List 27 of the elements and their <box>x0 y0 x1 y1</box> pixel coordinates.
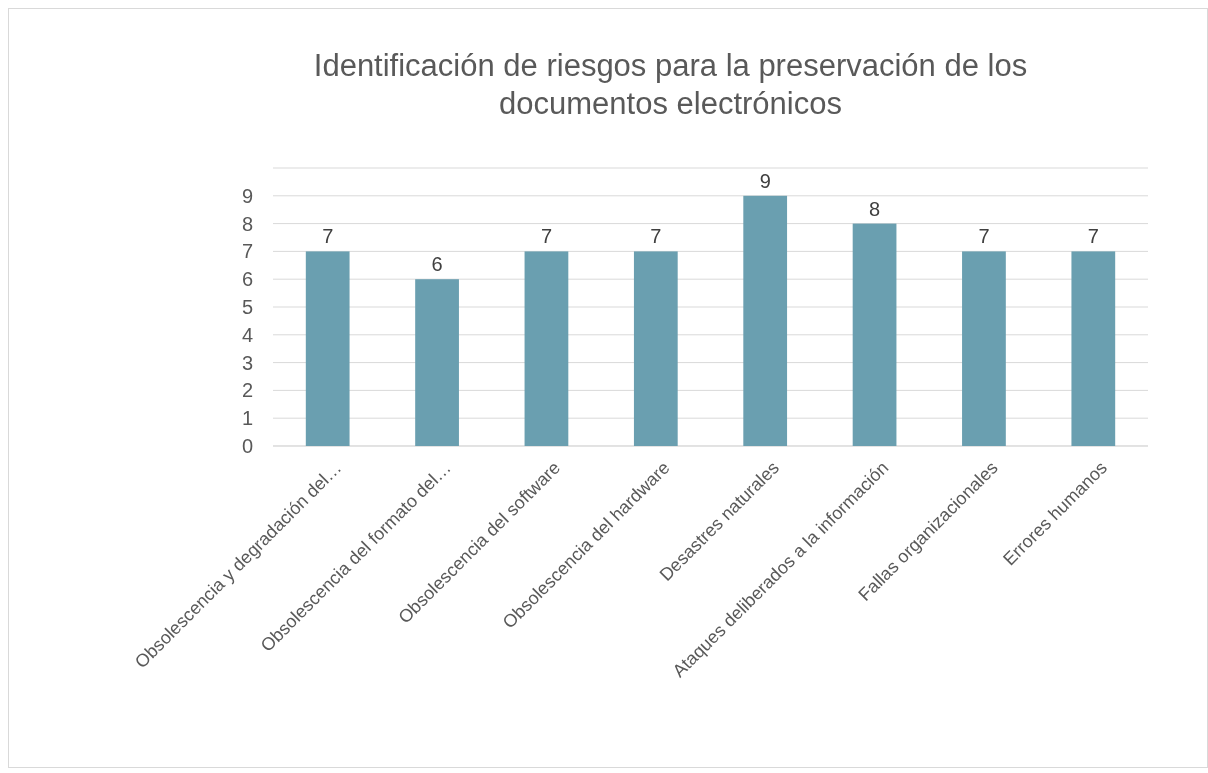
chart-title: Identificación de riesgos para la preservación de los documentos electrónicos <box>313 48 1028 121</box>
data-label: 7 <box>650 225 662 248</box>
data-label: 9 <box>759 169 771 192</box>
y-tick-label: 2 <box>241 379 253 402</box>
bar <box>524 251 569 446</box>
data-label: 7 <box>540 225 552 248</box>
y-tick-label: 3 <box>241 351 253 374</box>
bar <box>852 223 897 446</box>
data-label: 7 <box>1087 225 1099 248</box>
y-tick-label: 7 <box>241 240 253 263</box>
data-label: 7 <box>322 225 334 248</box>
bar <box>415 279 459 446</box>
data-label: 8 <box>869 197 881 220</box>
bar <box>1071 251 1116 446</box>
y-tick-label: 4 <box>241 323 253 346</box>
bar <box>962 251 1006 446</box>
y-tick-label: 9 <box>241 184 253 207</box>
y-tick-label: 8 <box>241 212 253 235</box>
bar <box>743 195 788 446</box>
y-tick-label: 0 <box>241 435 253 457</box>
data-label: 6 <box>431 253 443 276</box>
bar <box>305 251 350 446</box>
bar <box>633 251 678 446</box>
y-tick-label: 5 <box>241 296 253 318</box>
y-tick-label: 6 <box>241 268 253 291</box>
y-tick-label: 1 <box>241 407 253 430</box>
data-label: 7 <box>978 225 990 248</box>
